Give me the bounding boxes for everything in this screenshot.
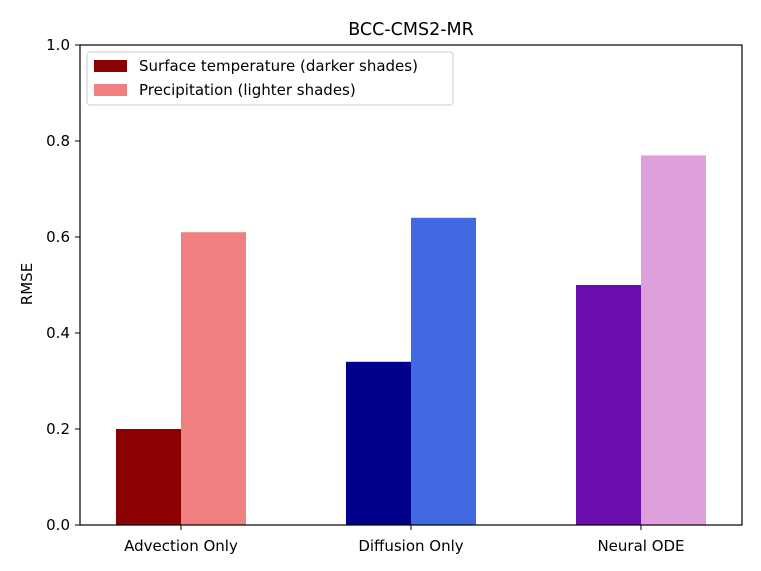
bar-advection-only-surface-temperature xyxy=(116,429,181,525)
legend-swatch-surface-temperature xyxy=(94,60,127,72)
x-tick-label-diffusion-only: Diffusion Only xyxy=(358,537,463,555)
bar-diffusion-only-precipitation xyxy=(411,217,476,526)
legend-box xyxy=(86,51,454,106)
plot-frame xyxy=(79,44,743,526)
y-tick-label: 0.8 xyxy=(46,132,70,150)
legend-label-surface-temperature: Surface temperature (darker shades) xyxy=(139,57,418,75)
y-tick-label: 1.0 xyxy=(46,36,70,54)
y-tick-label: 0.0 xyxy=(46,516,70,534)
y-tick-label: 0.2 xyxy=(46,420,70,438)
bar-neural-ode-precipitation xyxy=(641,155,706,525)
bar-advection-only-precipitation xyxy=(181,232,246,525)
x-tick-label-neural-ode: Neural ODE xyxy=(597,537,684,555)
bar-diffusion-only-surface-temperature xyxy=(346,361,411,525)
y-tick-label: 0.6 xyxy=(46,228,70,246)
legend-swatch-precipitation xyxy=(94,84,127,96)
chart-title: BCC-CMS2-MR xyxy=(348,20,474,40)
legend: Surface temperature (darker shades) Prec… xyxy=(86,51,454,106)
x-tick-label-advection-only: Advection Only xyxy=(124,537,238,555)
y-ticks: 0.0 0.2 0.4 0.6 0.8 1.0 xyxy=(46,36,80,534)
x-ticks: Advection Only Diffusion Only Neural ODE xyxy=(124,525,685,555)
legend-label-precipitation: Precipitation (lighter shades) xyxy=(139,81,356,99)
bars xyxy=(116,155,706,526)
y-axis-label: RMSE xyxy=(18,263,36,305)
bar-neural-ode-surface-temperature xyxy=(576,285,641,525)
y-tick-label: 0.4 xyxy=(46,324,70,342)
